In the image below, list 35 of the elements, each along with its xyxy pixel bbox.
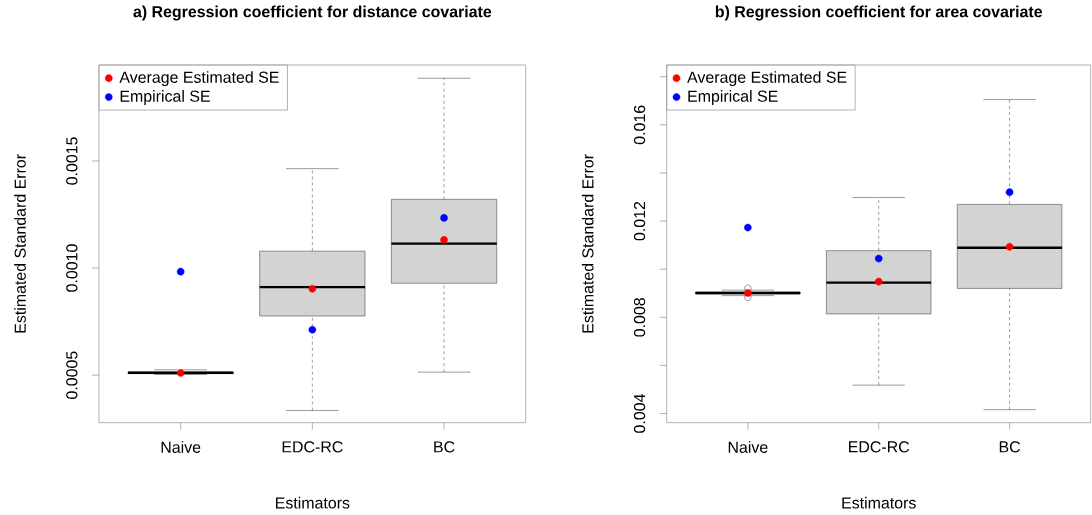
point xyxy=(744,289,752,297)
x-tick-label: BC xyxy=(434,441,455,453)
x-axis-title: Estimators xyxy=(842,496,916,509)
point xyxy=(176,369,185,377)
point xyxy=(308,325,317,334)
y-tick-label: 0.012 xyxy=(633,201,646,241)
x-tick-label: Naive xyxy=(161,441,201,453)
x-tick-label: BC xyxy=(999,441,1021,453)
point xyxy=(744,223,752,232)
y-tick-label: 0.0005 xyxy=(66,351,78,399)
y-axis-title: Estimated Standard Error xyxy=(581,154,594,333)
point xyxy=(308,285,317,293)
x-tick-label: Naive xyxy=(728,441,768,453)
y-tick-label: 0.016 xyxy=(633,105,646,145)
y-tick-label: 0.008 xyxy=(633,298,646,337)
x-axis-title: Estimators xyxy=(276,496,350,509)
legend-label: Average Estimated SE xyxy=(119,71,279,87)
x-tick-label: EDC-RC xyxy=(282,441,343,453)
y-tick-label: 0.004 xyxy=(633,394,646,433)
x-tick-label: EDC-RC xyxy=(849,441,910,453)
point xyxy=(176,267,185,276)
legend-label: Average Estimated SE xyxy=(687,71,847,87)
point xyxy=(1005,243,1014,251)
point xyxy=(1005,188,1014,196)
chart-title: a) Regression coefficient for distance covariate xyxy=(133,5,492,21)
point xyxy=(440,235,448,244)
legend-label: Empirical SE xyxy=(688,90,778,105)
legend-label: Empirical SE xyxy=(120,90,210,105)
chart-title: b) Regression coefficient for area covariate xyxy=(715,5,1043,21)
point xyxy=(440,214,448,222)
point xyxy=(874,277,883,286)
y-tick-label: 0.0015 xyxy=(66,137,78,185)
point xyxy=(874,254,883,263)
y-axis-title: Estimated Standard Error xyxy=(14,154,26,333)
y-tick-label: 0.0010 xyxy=(66,244,78,292)
